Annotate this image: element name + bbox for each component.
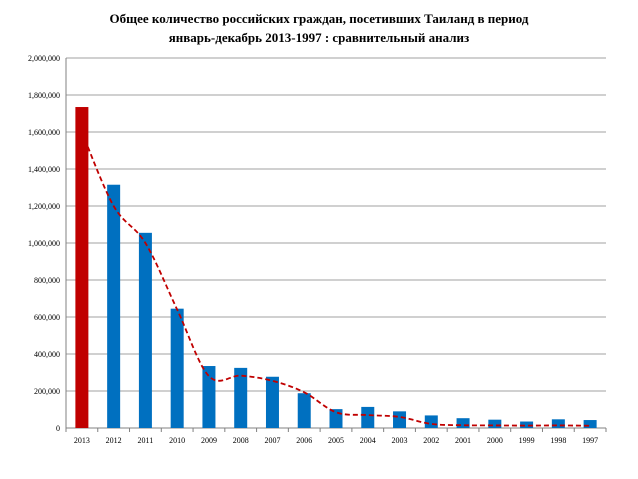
x-axis-tick-labels: 2013 2012 2011 2010 2009 2008 2007 2006 2005 2004…: [74, 436, 598, 445]
x-tick-label: 2000: [487, 436, 503, 445]
x-tick-label: 2007: [264, 436, 280, 445]
bar-2001: [456, 418, 470, 428]
bar-2012: [107, 184, 121, 428]
gridlines: [66, 57, 606, 392]
trend-line-layer: [81, 131, 591, 427]
y-tick-label: 600,000: [34, 313, 60, 322]
x-tick-label: 2010: [169, 436, 185, 445]
y-axis-tick-labels: 0 200,000 400,000 600,000 800,000 1,000,000 1,…: [28, 54, 60, 433]
bar-1998: [551, 419, 565, 428]
x-tick-label: 2002: [423, 436, 439, 445]
chart-title: Общее количество российских граждан, пос…: [0, 9, 638, 47]
x-tick-label: 2006: [296, 436, 312, 445]
bar-2005: [329, 409, 343, 428]
x-tick-label: 2003: [392, 436, 408, 445]
trend-line: [81, 131, 591, 427]
bar-2000: [488, 419, 502, 428]
bar-2007: [265, 376, 279, 428]
x-tick-label: 2008: [233, 436, 249, 445]
x-tick-label: 1998: [550, 436, 566, 445]
bar-2009: [202, 366, 216, 428]
x-tick-label: 1997: [582, 436, 598, 445]
chart-title-line-1: Общее количество российских граждан, пос…: [109, 11, 529, 26]
x-tick-label: 2011: [138, 436, 154, 445]
bar-2006: [297, 393, 311, 428]
bars: [75, 107, 597, 429]
x-tick-label: 2005: [328, 436, 344, 445]
y-tick-label: 1,400,000: [28, 165, 60, 174]
y-tick-label: 800,000: [34, 276, 60, 285]
y-tick-label: 0: [56, 424, 60, 433]
bar-2010: [170, 308, 184, 428]
y-tick-label: 1,000,000: [28, 239, 60, 248]
bar-1999: [520, 421, 534, 428]
bar-2008: [234, 367, 248, 428]
bar-1997: [583, 420, 597, 428]
x-tick-label: 1999: [519, 436, 535, 445]
chart-title-line-2: январь-декабрь 2013-1997 : сравнительный…: [168, 30, 470, 45]
bar-2013: [75, 107, 89, 429]
x-tick-label: 2012: [106, 436, 122, 445]
bar-2011: [138, 232, 152, 428]
x-tick-label: 2004: [360, 436, 376, 445]
bar-2002: [424, 415, 438, 428]
y-tick-label: 1,600,000: [28, 128, 60, 137]
bar-2004: [361, 406, 375, 428]
y-tick-label: 1,800,000: [28, 91, 60, 100]
y-tick-label: 2,000,000: [28, 54, 60, 63]
y-tick-label: 200,000: [34, 387, 60, 396]
x-tick-label: 2009: [201, 436, 217, 445]
bar-2003: [393, 411, 407, 428]
x-tick-label: 2013: [74, 436, 90, 445]
y-tick-label: 1,200,000: [28, 202, 60, 211]
y-tick-label: 400,000: [34, 350, 60, 359]
x-tick-label: 2001: [455, 436, 471, 445]
